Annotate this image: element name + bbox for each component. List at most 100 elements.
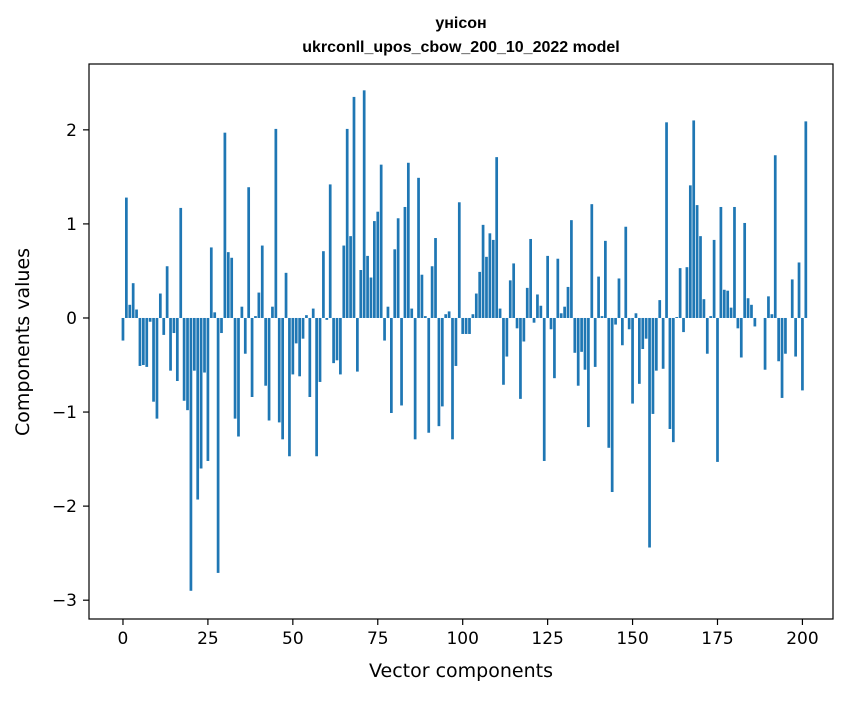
bar <box>722 289 726 318</box>
bar <box>607 317 611 448</box>
bar <box>532 317 536 323</box>
bar <box>488 233 492 318</box>
bar <box>223 132 227 318</box>
bar <box>230 257 234 318</box>
bar <box>437 317 441 427</box>
bar <box>658 300 662 318</box>
bar <box>471 314 475 318</box>
bar <box>556 258 560 318</box>
x-tick-label: 125 <box>531 629 563 649</box>
bar <box>682 317 685 333</box>
bar <box>801 317 804 391</box>
bar <box>366 255 369 318</box>
bar <box>746 298 750 318</box>
bar <box>451 317 454 440</box>
bar <box>777 317 780 362</box>
bar <box>519 317 522 399</box>
bar <box>274 128 278 318</box>
bar <box>342 245 346 318</box>
bar <box>206 317 210 461</box>
bar <box>685 267 689 318</box>
bar <box>315 317 318 457</box>
bar <box>546 255 549 318</box>
chart-subtitle: ukrconll_upos_cbow_200_10_2022 model <box>302 39 619 56</box>
bar <box>719 206 723 318</box>
bar <box>406 162 410 318</box>
bar <box>491 239 495 318</box>
bar <box>233 317 237 419</box>
bar <box>308 317 312 397</box>
x-tick-label: 50 <box>282 629 304 649</box>
bar <box>216 317 220 573</box>
bar <box>148 317 152 322</box>
bar <box>709 316 713 318</box>
bar <box>525 287 529 318</box>
bar <box>563 306 566 318</box>
bar <box>444 314 448 318</box>
bar <box>553 317 556 379</box>
bar <box>529 238 532 318</box>
bar <box>712 239 716 318</box>
bar <box>267 317 271 421</box>
bar <box>345 128 349 318</box>
bar <box>396 218 400 318</box>
bar <box>162 317 166 335</box>
bar <box>522 317 526 342</box>
bar <box>359 270 363 318</box>
bar <box>254 316 257 318</box>
bar <box>464 317 468 334</box>
bar <box>678 268 682 318</box>
bar <box>763 317 767 370</box>
bar <box>784 317 787 354</box>
bar <box>155 317 159 419</box>
bar <box>260 245 264 318</box>
x-tick-label: 175 <box>701 629 733 649</box>
bar <box>739 317 743 358</box>
bar <box>610 317 614 493</box>
bar <box>495 157 499 318</box>
bar <box>182 317 186 401</box>
bar <box>226 252 230 318</box>
bar <box>498 308 502 318</box>
bar <box>430 266 434 318</box>
bar <box>325 317 329 320</box>
bar <box>481 224 485 318</box>
bar <box>179 207 183 318</box>
bar <box>322 251 325 318</box>
bar <box>131 283 135 318</box>
y-axis-label: Components values <box>12 248 34 436</box>
bar <box>135 309 138 318</box>
bar <box>549 317 553 330</box>
bar <box>152 317 155 402</box>
bar <box>665 122 668 318</box>
x-tick-label: 200 <box>786 629 818 649</box>
bar <box>169 317 172 371</box>
y-tick-label: −3 <box>52 591 77 611</box>
bar <box>621 317 624 346</box>
bar <box>175 317 179 382</box>
bar <box>189 317 193 591</box>
bar <box>638 317 641 384</box>
bar <box>753 317 757 327</box>
y-tick-label: 1 <box>66 215 77 235</box>
bar <box>362 90 366 318</box>
y-tick-label: 2 <box>66 121 77 141</box>
x-tick-label: 0 <box>118 629 129 649</box>
bar <box>410 308 414 318</box>
bar <box>203 317 206 373</box>
bar <box>705 317 709 354</box>
bar <box>294 317 298 344</box>
bar <box>376 211 380 318</box>
y-axis-ticks: −3 −2 −1 0 1 2 <box>52 121 89 611</box>
bar <box>457 202 461 318</box>
bar <box>291 317 295 375</box>
bar <box>199 317 203 469</box>
bar <box>369 277 373 318</box>
bar <box>648 317 651 548</box>
bar <box>542 317 546 461</box>
x-axis-label: Vector components <box>369 660 553 682</box>
bar <box>597 276 600 318</box>
bar <box>570 220 573 318</box>
bar <box>301 317 305 339</box>
